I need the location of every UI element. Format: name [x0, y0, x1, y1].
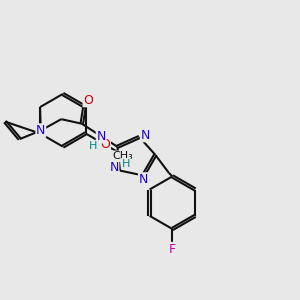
- Text: H: H: [122, 159, 130, 169]
- Text: N: N: [97, 130, 106, 143]
- Text: N: N: [139, 173, 148, 186]
- Text: N: N: [36, 124, 46, 137]
- Text: CH₃: CH₃: [113, 151, 134, 161]
- Text: N: N: [109, 161, 119, 174]
- Text: O: O: [100, 138, 110, 151]
- Text: F: F: [169, 242, 176, 256]
- Text: N: N: [140, 129, 150, 142]
- Text: H: H: [89, 141, 98, 151]
- Text: O: O: [83, 94, 93, 106]
